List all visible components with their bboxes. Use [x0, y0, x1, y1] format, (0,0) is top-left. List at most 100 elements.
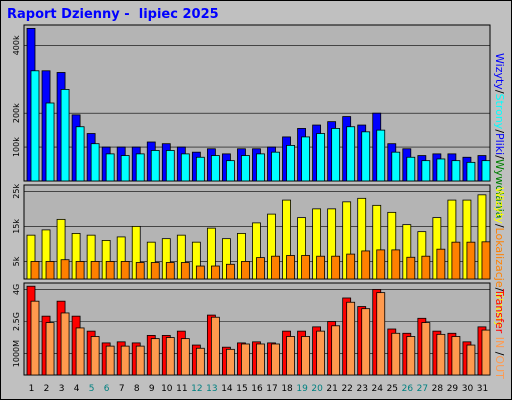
- bar: [331, 128, 341, 182]
- bar: [75, 261, 85, 280]
- bar: [406, 156, 416, 182]
- ylabel: 25k: [12, 184, 21, 199]
- bar: [286, 255, 295, 280]
- bar: [316, 133, 326, 182]
- bar: [361, 308, 371, 376]
- bar: [481, 329, 491, 376]
- day-label: 17: [266, 384, 277, 394]
- bar: [241, 155, 250, 182]
- day-label: 22: [341, 384, 352, 394]
- bar: [451, 336, 461, 376]
- bar: [331, 325, 341, 376]
- bar: [376, 129, 386, 182]
- bar: [301, 336, 310, 376]
- bar: [105, 345, 115, 376]
- bar: [406, 336, 416, 376]
- bar: [391, 249, 401, 280]
- day-label: 11: [176, 384, 187, 394]
- bar: [135, 262, 145, 280]
- day-label: 12: [191, 384, 202, 394]
- bar: [75, 327, 85, 376]
- bar: [210, 316, 220, 376]
- bar: [60, 259, 70, 280]
- bar: [421, 255, 431, 280]
- bar: [256, 343, 265, 376]
- bar: [361, 250, 371, 280]
- ylabel: 15k: [12, 219, 21, 234]
- bar: [210, 155, 220, 182]
- bar: [60, 312, 70, 376]
- bar: [256, 153, 265, 182]
- day-label: 30: [462, 384, 474, 394]
- day-label: 4: [74, 384, 80, 394]
- bar: [256, 257, 265, 280]
- ylabel: 400k: [12, 35, 21, 55]
- ylabel: 1000M: [12, 340, 21, 367]
- day-label: 20: [311, 384, 323, 394]
- bar: [90, 336, 100, 376]
- bar: [165, 262, 175, 280]
- legend-top-segment: Wizyty: [493, 53, 506, 90]
- bar: [391, 332, 401, 376]
- bar: [361, 131, 371, 182]
- bar: [226, 348, 235, 376]
- legend-middle-segment: Wizyty: [493, 187, 506, 224]
- bar: [466, 161, 476, 182]
- bar: [451, 241, 461, 280]
- day-label: 9: [149, 384, 155, 394]
- day-label: 29: [447, 384, 459, 394]
- bar: [226, 160, 235, 182]
- bar: [60, 89, 70, 182]
- day-label: 24: [372, 384, 384, 394]
- bar: [150, 262, 160, 280]
- day-label: 26: [402, 384, 414, 394]
- bar: [195, 265, 205, 280]
- bar: [30, 70, 40, 182]
- legend-top-segment: Pliki: [493, 133, 506, 156]
- bar: [466, 344, 476, 376]
- bar: [195, 156, 205, 182]
- legend-bottom-segment: Transfer: [493, 289, 506, 334]
- bar: [105, 153, 115, 182]
- day-label: 2: [44, 384, 50, 394]
- bar: [316, 255, 326, 280]
- bar: [451, 160, 461, 182]
- bar: [30, 261, 40, 280]
- bar: [391, 151, 401, 182]
- bar: [30, 300, 40, 376]
- legend-bottom: Transfer IN /OUT: [493, 289, 506, 379]
- bar: [286, 336, 295, 376]
- day-label: 19: [296, 384, 308, 394]
- day-label: 13: [206, 384, 217, 394]
- bar: [180, 338, 190, 376]
- bar: [406, 256, 416, 280]
- day-label: 3: [59, 384, 65, 394]
- bar: [180, 153, 190, 182]
- bar: [376, 292, 386, 376]
- bar: [436, 158, 446, 182]
- ylabel: 2.5G: [12, 312, 21, 331]
- bar: [481, 241, 491, 280]
- chart-title: Raport Dzienny - lipiec 2025: [7, 7, 219, 22]
- bar: [165, 150, 175, 182]
- bar: [301, 136, 310, 182]
- bar: [120, 261, 130, 280]
- legend-middle-segment: Lokalizacje: [493, 227, 506, 288]
- day-label: 1: [29, 384, 35, 394]
- bar: [75, 126, 85, 182]
- bar: [45, 102, 55, 182]
- ylabel: 200k: [12, 103, 21, 123]
- day-label: 28: [432, 384, 444, 394]
- bar: [180, 262, 190, 280]
- legend-bottom-segment: OUT: [493, 355, 506, 379]
- day-label: 5: [89, 384, 95, 394]
- bar: [346, 301, 356, 376]
- bar: [210, 265, 220, 280]
- bar: [271, 255, 280, 280]
- day-label: 31: [477, 384, 488, 394]
- day-label: 23: [356, 384, 367, 394]
- bar: [421, 160, 431, 182]
- bar: [150, 150, 160, 182]
- day-label: 8: [134, 384, 140, 394]
- day-label: 7: [119, 384, 125, 394]
